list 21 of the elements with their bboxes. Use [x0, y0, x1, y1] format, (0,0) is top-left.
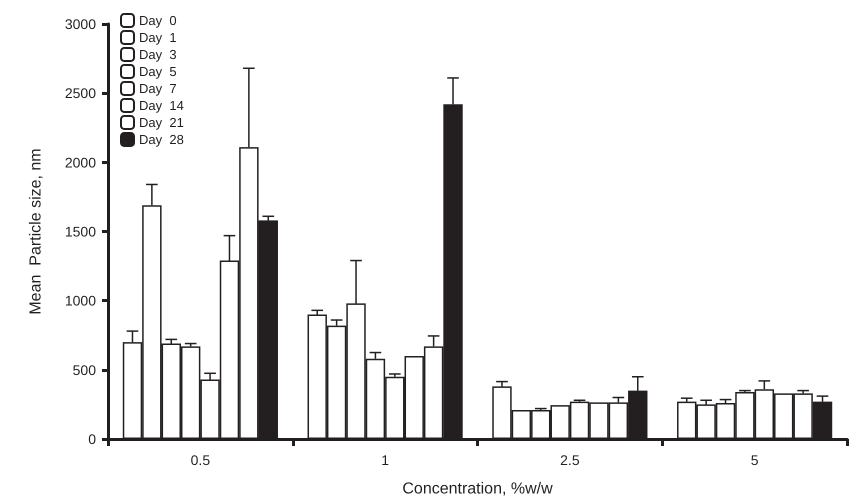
legend-label: Day 3 — [139, 47, 177, 62]
y-tick-label: 1000 — [64, 292, 96, 309]
legend-label: Day 7 — [139, 81, 177, 96]
x-tick-label: 0.5 — [190, 452, 210, 468]
y-tick-label: 2500 — [64, 85, 96, 102]
legend-label: Day 21 — [139, 115, 184, 130]
y-axis-title: Mean Particle size, nm — [28, 148, 44, 315]
y-tick-label: 1500 — [64, 224, 96, 240]
y-tick-label: 500 — [72, 362, 96, 378]
legend-label: Day 5 — [139, 64, 177, 79]
y-tick-label: 0 — [88, 431, 96, 447]
y-tick-label: 3000 — [64, 16, 96, 32]
legend-label: Day 14 — [139, 98, 184, 113]
x-axis-title: Concentration, %w/w — [402, 480, 554, 498]
legend-label: Day 1 — [139, 30, 177, 45]
x-tick-label: 1 — [381, 452, 390, 468]
legend-label: Day 28 — [139, 132, 184, 147]
legend-label: Day 0 — [139, 13, 177, 28]
x-tick-label: 5 — [750, 452, 759, 468]
y-tick-label: 2000 — [64, 154, 96, 170]
x-tick-label: 2.5 — [560, 452, 580, 468]
